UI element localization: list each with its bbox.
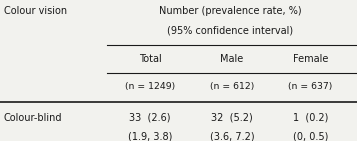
Text: Total: Total — [139, 54, 161, 64]
Text: (0, 0.5): (0, 0.5) — [293, 131, 328, 141]
Text: Colour vision: Colour vision — [4, 6, 67, 16]
Text: 1  (0.2): 1 (0.2) — [293, 113, 328, 123]
Text: Male: Male — [220, 54, 244, 64]
Text: Female: Female — [293, 54, 328, 64]
Text: Colour-blind: Colour-blind — [4, 113, 62, 123]
Text: (n = 612): (n = 612) — [210, 82, 254, 91]
Text: 32  (5.2): 32 (5.2) — [211, 113, 253, 123]
Text: (3.6, 7.2): (3.6, 7.2) — [210, 131, 254, 141]
Text: Number (prevalence rate, %): Number (prevalence rate, %) — [159, 6, 302, 16]
Text: (1.9, 3.8): (1.9, 3.8) — [128, 131, 172, 141]
Text: 33  (2.6): 33 (2.6) — [129, 113, 171, 123]
Text: (n = 1249): (n = 1249) — [125, 82, 175, 91]
Text: (95% confidence interval): (95% confidence interval) — [167, 25, 293, 35]
Text: (n = 637): (n = 637) — [288, 82, 333, 91]
